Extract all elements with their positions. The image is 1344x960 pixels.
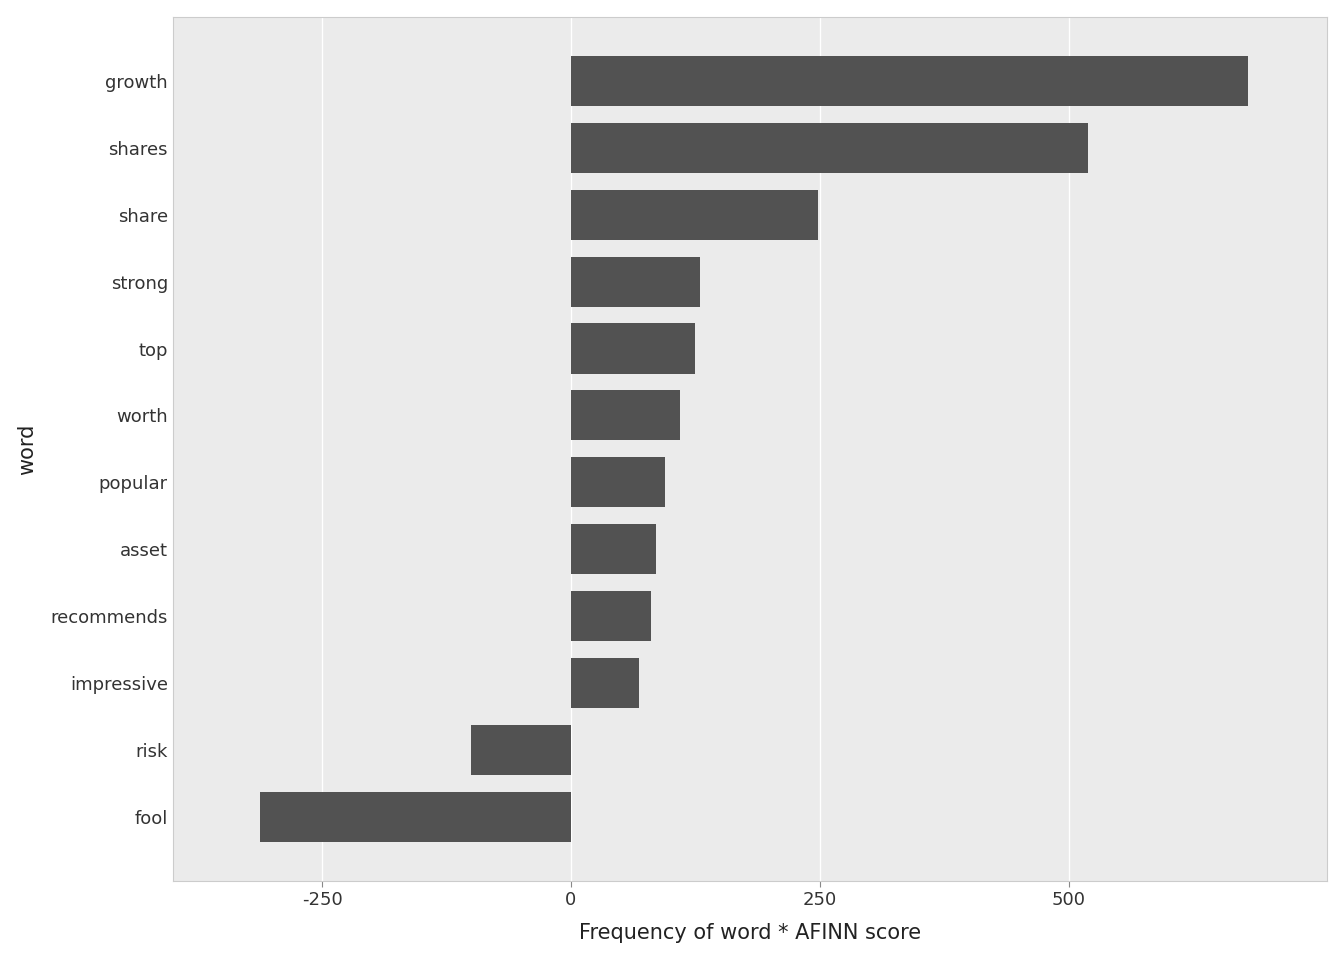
- Bar: [571, 256, 700, 307]
- Bar: [571, 457, 665, 508]
- X-axis label: Frequency of word * AFINN score: Frequency of word * AFINN score: [579, 924, 921, 944]
- Bar: [571, 123, 1089, 173]
- Bar: [571, 524, 656, 574]
- Bar: [571, 391, 680, 441]
- Bar: [571, 658, 638, 708]
- Y-axis label: word: word: [16, 423, 36, 474]
- Bar: [571, 591, 650, 641]
- Bar: [571, 190, 817, 240]
- Bar: [261, 792, 571, 842]
- Bar: [571, 324, 695, 373]
- Bar: [571, 56, 1247, 107]
- Bar: [472, 725, 571, 775]
